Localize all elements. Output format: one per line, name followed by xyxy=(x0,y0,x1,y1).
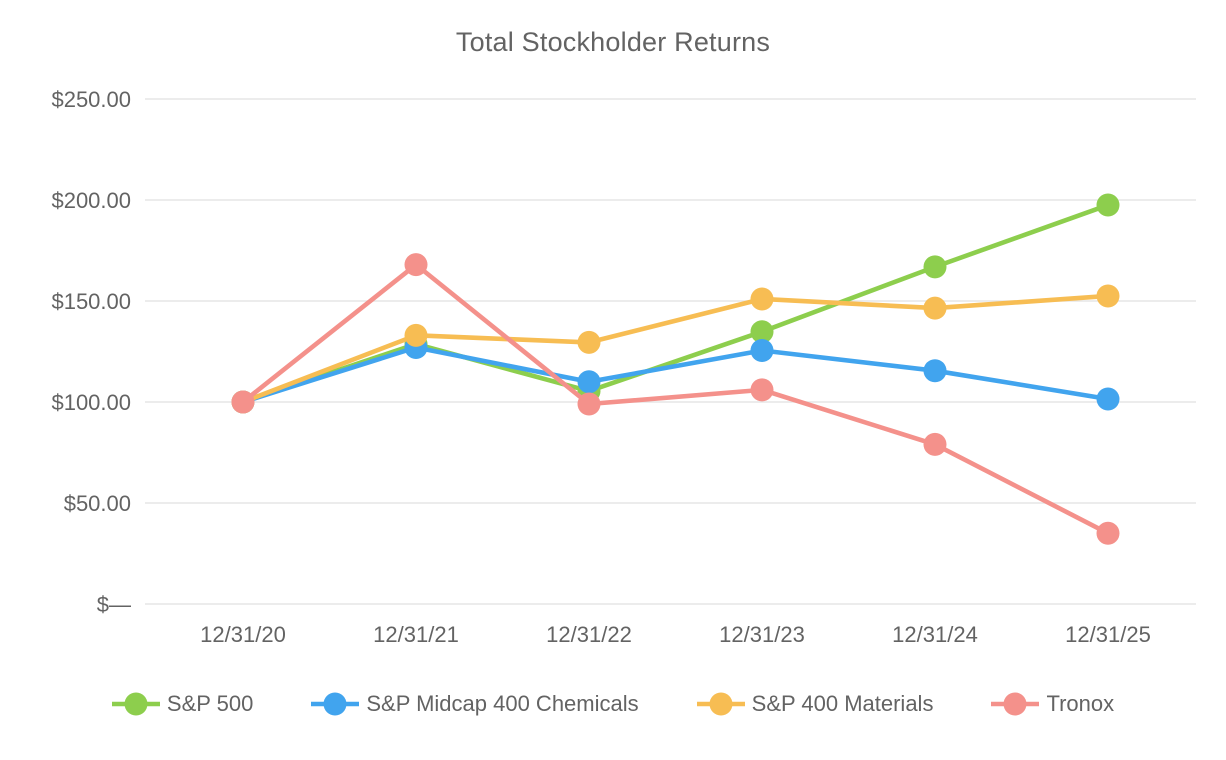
legend-label: S&P 400 Materials xyxy=(751,691,934,716)
legend-marker-icon xyxy=(311,692,360,716)
data-point-s-p-midcap-400-chemicals xyxy=(750,338,774,362)
series-line-tronox xyxy=(240,262,1111,536)
data-point-s-p-500 xyxy=(1096,193,1120,217)
data-point-tronox xyxy=(923,432,947,456)
x-axis-tick-label: 12/31/24 xyxy=(892,622,978,647)
data-point-tronox xyxy=(750,378,774,402)
x-axis-tick-label: 12/31/25 xyxy=(1065,622,1151,647)
series-line-s-p-400-materials xyxy=(240,293,1111,405)
legend-marker-icon xyxy=(696,692,745,716)
data-point-s-p-400-materials xyxy=(750,287,774,311)
data-point-s-p-400-materials xyxy=(923,296,947,320)
legend-item-s-p-500: S&P 500 xyxy=(111,690,254,718)
data-point-tronox xyxy=(231,390,255,414)
x-axis-tick-label: 12/31/22 xyxy=(546,622,632,647)
x-axis-tick-label: 12/31/21 xyxy=(373,622,459,647)
y-axis-tick-label: $150.00 xyxy=(51,289,131,314)
x-axis-tick-label: 12/31/23 xyxy=(719,622,805,647)
y-axis-tick-label: $100.00 xyxy=(51,390,131,415)
chart-title: Total Stockholder Returns xyxy=(455,27,771,57)
y-axis-tick-label: $200.00 xyxy=(51,188,131,213)
legend-marker-dot xyxy=(709,692,733,716)
legend-label: Tronox xyxy=(1046,691,1115,716)
data-point-tronox xyxy=(404,253,428,277)
y-axis-tick-label: $50.00 xyxy=(64,491,131,516)
data-point-s-p-500 xyxy=(923,255,947,279)
data-point-s-p-400-materials xyxy=(577,330,601,354)
legend-item-tronox: Tronox xyxy=(991,690,1114,718)
series-line-s-p-500 xyxy=(240,202,1111,405)
data-point-s-p-400-materials xyxy=(1096,284,1120,308)
chart-legend: S&P 500 S&P Midcap 400 Chemicals S&P 400 M… xyxy=(0,676,1226,732)
data-point-tronox xyxy=(577,392,601,416)
legend-marker-dot xyxy=(124,692,148,716)
data-point-s-p-midcap-400-chemicals xyxy=(1096,387,1120,411)
legend-item-s-p-400-materials: S&P 400 Materials xyxy=(696,690,934,718)
legend-marker-icon xyxy=(111,692,160,716)
data-point-s-p-500 xyxy=(750,320,774,344)
y-axis-tick-label: $250.00 xyxy=(51,87,131,112)
data-point-tronox xyxy=(1096,521,1120,545)
data-point-s-p-400-materials xyxy=(404,323,428,347)
legend-marker-dot xyxy=(1003,692,1027,716)
plot-area: $250.00 $200.00 $150.00 $100.00 $50.00 $— 12/3… xyxy=(51,87,1196,647)
data-point-s-p-midcap-400-chemicals xyxy=(577,370,601,394)
legend-label: S&P 500 xyxy=(166,691,254,716)
legend-item-s-p-midcap-400-chemicals: S&P Midcap 400 Chemicals xyxy=(311,690,639,718)
data-point-s-p-midcap-400-chemicals xyxy=(923,359,947,383)
y-axis-tick-label: $— xyxy=(97,592,131,617)
legend-label: S&P Midcap 400 Chemicals xyxy=(366,691,639,716)
legend-marker-icon xyxy=(991,692,1040,716)
legend-marker-dot xyxy=(323,692,347,716)
x-axis-tick-label: 12/31/20 xyxy=(200,622,286,647)
series-line-s-p-midcap-400-chemicals xyxy=(240,345,1111,405)
